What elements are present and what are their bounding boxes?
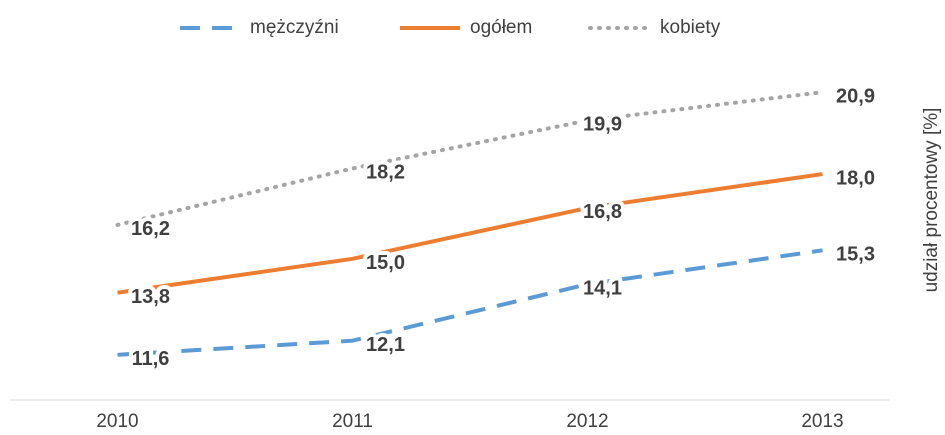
value-label: 18,2 bbox=[366, 162, 405, 184]
x-tick-label: 2010 bbox=[96, 411, 138, 432]
value-label: 16,8 bbox=[583, 201, 622, 223]
value-label: 11,6 bbox=[132, 348, 170, 370]
legend-label: kobiety bbox=[660, 17, 721, 38]
value-label: 16,2 bbox=[131, 218, 170, 240]
value-label: 20,9 bbox=[836, 85, 875, 107]
line bbox=[117, 172, 823, 295]
value-label: 15,0 bbox=[366, 252, 405, 274]
value-label: 13,8 bbox=[131, 286, 170, 308]
value-label: 14,1 bbox=[583, 277, 622, 299]
x-tick-label: 2012 bbox=[566, 411, 608, 432]
legend-label: mężczyźni bbox=[250, 17, 339, 38]
x-tick-label: 2011 bbox=[332, 411, 373, 432]
value-label: 18,0 bbox=[836, 167, 875, 189]
x-tick-label: 2013 bbox=[801, 411, 843, 432]
y-axis-title: udział procentowy [%] bbox=[921, 108, 942, 293]
value-label: 15,3 bbox=[836, 244, 875, 266]
line bbox=[117, 248, 823, 357]
legend-label: ogółem bbox=[470, 17, 532, 38]
line bbox=[115, 90, 825, 227]
value-label: 19,9 bbox=[583, 114, 622, 136]
value-label: 12,1 bbox=[366, 334, 405, 356]
